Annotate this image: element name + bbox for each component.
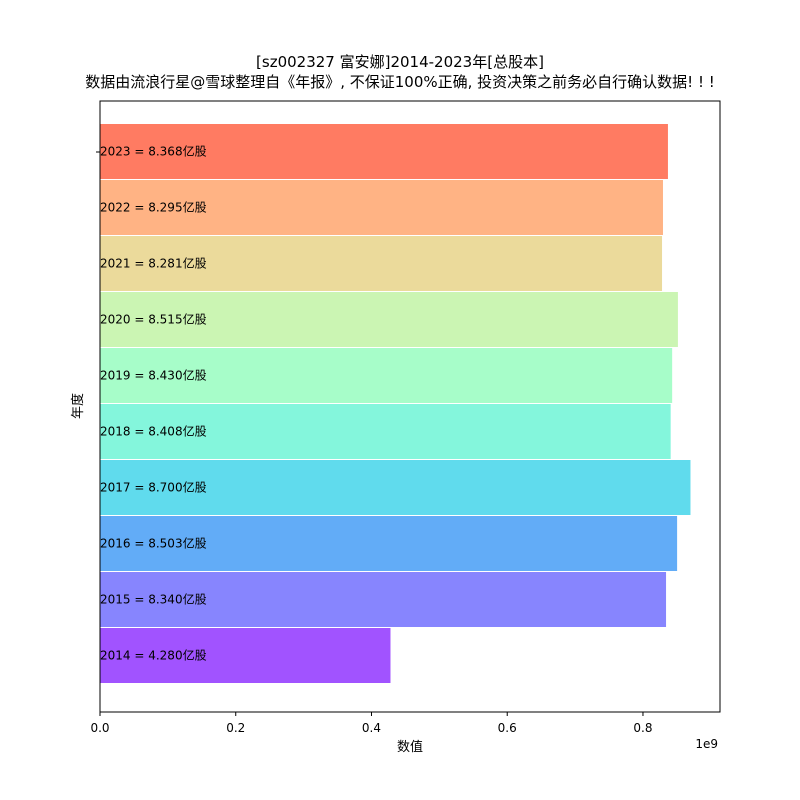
bar-label-2014: 2014 = 4.280亿股 [100, 648, 207, 663]
x-axis-multiplier: 1e9 [695, 737, 718, 751]
bar-2016 [100, 516, 678, 571]
bar-2017 [100, 460, 691, 515]
x-tick-label: 0.4 [362, 721, 381, 735]
plot-frame [99, 100, 721, 713]
bar-2020 [100, 292, 678, 347]
bar-label-2020: 2020 = 8.515亿股 [100, 312, 207, 327]
bar-label-2022: 2022 = 8.295亿股 [100, 200, 207, 215]
bar-label-2018: 2018 = 8.408亿股 [100, 424, 207, 439]
bar-label-2019: 2019 = 8.430亿股 [100, 368, 207, 383]
bar-labels-group: 2023 = 8.368亿股 2022 = 8.295亿股 2021 = 8.281… [100, 144, 207, 663]
bar-2018 [100, 404, 671, 459]
x-ticks-group: 0.0 0.2 0.4 0.6 0.8 [90, 712, 653, 735]
bar-2021 [100, 236, 663, 291]
chart-subtitle: 数据由流浪行星@雪球整理自《年报》, 不保证100%正确, 投资决策之前务必自行… [85, 73, 715, 91]
bar-2015 [100, 572, 667, 627]
bar-2019 [100, 348, 673, 403]
bar-label-2017: 2017 = 8.700亿股 [100, 480, 207, 495]
bars-group [100, 124, 691, 683]
x-tick-label: 0.8 [633, 721, 652, 735]
bar-2022 [100, 180, 663, 235]
bar-2023 [100, 124, 668, 179]
bar-label-2016: 2016 = 8.503亿股 [100, 536, 207, 551]
x-axis-label: 数值 [397, 739, 423, 755]
bar-label-2023: 2023 = 8.368亿股 [100, 144, 207, 159]
x-tick-label: 0.2 [226, 721, 245, 735]
bar-label-2021: 2021 = 8.281亿股 [100, 256, 207, 271]
y-axis-label: 年度 [70, 393, 86, 419]
x-tick-label: 0.0 [90, 721, 109, 735]
x-tick-label: 0.6 [498, 721, 517, 735]
bar-2014 [100, 628, 391, 683]
chart-title: [sz002327 富安娜]2014-2023年[总股本] [256, 53, 544, 71]
bar-label-2015: 2015 = 8.340亿股 [100, 592, 207, 607]
